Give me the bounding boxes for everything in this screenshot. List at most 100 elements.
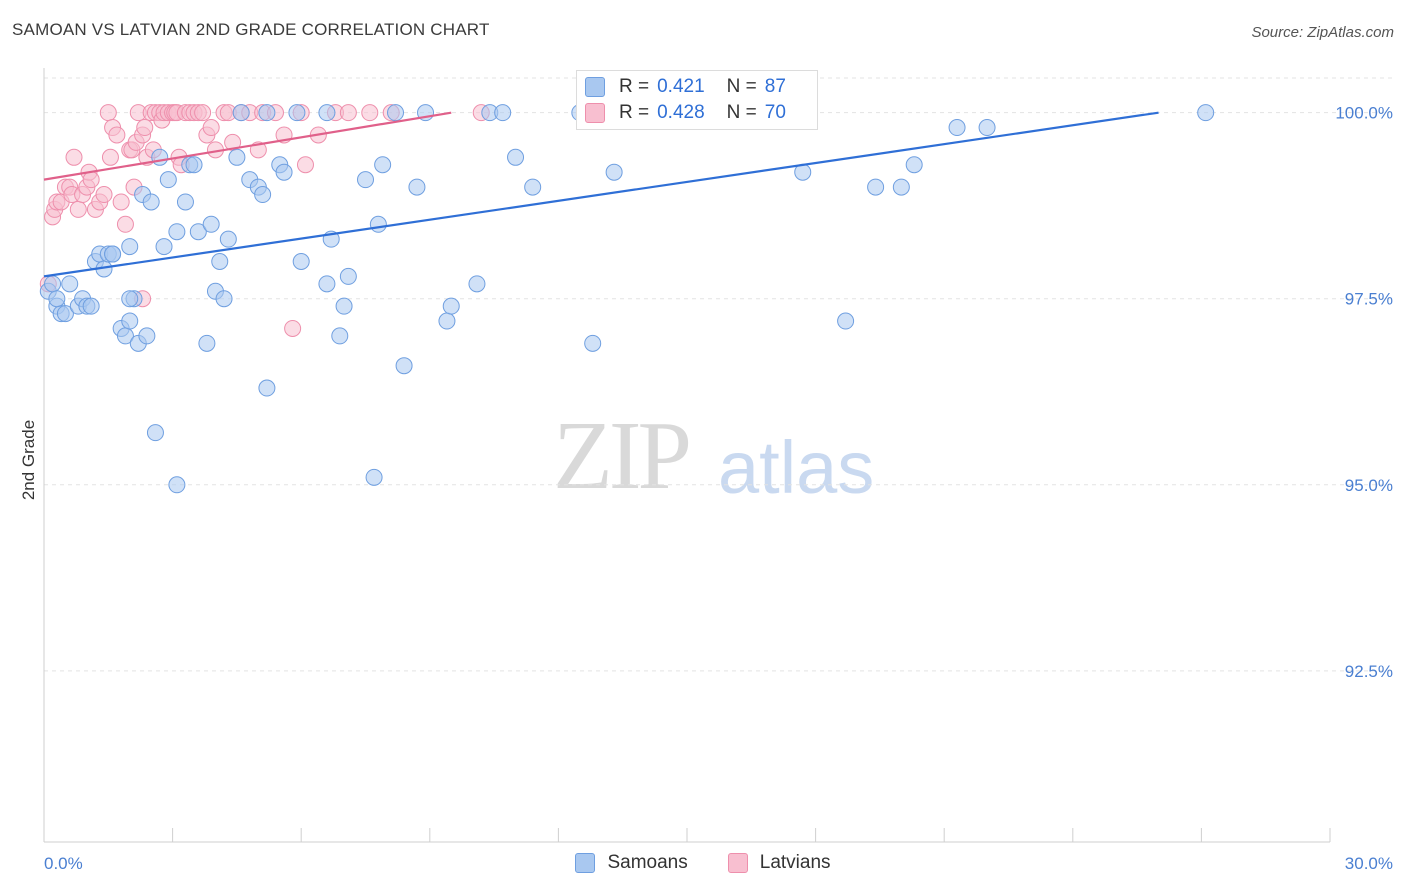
samoans-swatch xyxy=(585,77,605,97)
samoans-point xyxy=(82,297,100,315)
samoans-point xyxy=(56,305,74,323)
y-tick-label: 95.0% xyxy=(1345,476,1393,495)
samoans-trend-line xyxy=(43,111,1159,278)
n-label: N = xyxy=(726,76,757,97)
samoans-point xyxy=(408,178,426,196)
watermark-zip: ZIP xyxy=(553,402,692,510)
samoans-point xyxy=(48,290,66,308)
samoans-point xyxy=(44,275,62,293)
samoans-point xyxy=(159,171,177,189)
samoans-point xyxy=(867,178,885,196)
samoans-point xyxy=(335,297,353,315)
samoans-point xyxy=(189,223,207,241)
latvians-r-value: 0.428 xyxy=(657,102,705,123)
legend-row-samoans: R = 0.421 N = 87 xyxy=(585,74,786,100)
source-label: Source: ZipAtlas.com xyxy=(1251,24,1394,41)
samoans-point xyxy=(185,156,203,174)
samoans-point xyxy=(524,178,542,196)
samoans-point xyxy=(151,148,169,166)
samoans-legend-swatch xyxy=(575,853,596,873)
samoans-point xyxy=(121,238,139,256)
samoans-point xyxy=(339,267,357,285)
samoans-point xyxy=(357,171,374,189)
latvians-legend-label: Latvians xyxy=(759,852,831,873)
axes xyxy=(43,68,1331,843)
gridlines xyxy=(44,77,1392,672)
samoans-point xyxy=(948,119,966,137)
samoans-point xyxy=(254,186,272,204)
samoans-points xyxy=(39,104,1215,494)
samoans-point xyxy=(318,104,336,122)
samoans-point xyxy=(211,253,229,270)
y-tick-labels: 92.5% 95.0% 97.5% 100.0% xyxy=(1335,104,1393,681)
y-tick-label: 100.0% xyxy=(1335,104,1393,123)
latvians-point xyxy=(296,156,314,174)
samoans-point xyxy=(507,148,525,166)
samoans-point xyxy=(292,253,310,270)
latvians-point xyxy=(82,171,100,189)
samoans-legend-label: Samoans xyxy=(607,852,688,873)
samoans-point xyxy=(168,476,186,494)
legend-item-latvians[interactable]: Latvians xyxy=(727,852,831,874)
x-tick-labels: 0.0% 30.0% xyxy=(44,854,1393,873)
samoans-point xyxy=(365,468,383,486)
samoans-point xyxy=(331,327,349,345)
legend-row-latvians: R = 0.428 N = 70 xyxy=(585,100,786,126)
chart-title: SAMOAN VS LATVIAN 2ND GRADE CORRELATION … xyxy=(12,20,490,39)
samoans-point xyxy=(288,104,306,122)
x-tick-label-max: 30.0% xyxy=(1345,854,1393,873)
latvians-point xyxy=(69,200,87,218)
latvians-swatch xyxy=(585,103,605,123)
samoans-point xyxy=(215,290,233,308)
correlation-legend: R = 0.421 N = 87 R = 0.428 N = 70 xyxy=(576,70,818,130)
samoans-point xyxy=(142,193,160,211)
latvians-trend-line xyxy=(43,111,452,181)
samoans-r-value: 0.421 xyxy=(657,76,705,97)
samoans-point xyxy=(258,379,276,397)
samoans-point xyxy=(121,290,139,308)
latvians-point xyxy=(112,193,130,211)
samoans-point xyxy=(837,312,855,330)
legend-item-samoans[interactable]: Samoans xyxy=(575,852,688,874)
samoans-point xyxy=(584,334,602,352)
latvians-point xyxy=(194,104,212,122)
latvians-point xyxy=(65,148,83,166)
y-tick-label: 92.5% xyxy=(1345,662,1393,681)
trend-lines xyxy=(43,111,1159,278)
latvians-point xyxy=(136,119,154,137)
samoans-point xyxy=(219,230,237,248)
x-tick-label-min: 0.0% xyxy=(44,854,83,873)
samoans-point xyxy=(232,104,250,122)
samoans-point xyxy=(395,357,413,375)
samoans-n-value: 87 xyxy=(764,76,786,97)
latvians-point xyxy=(202,119,220,137)
samoans-point xyxy=(387,104,405,122)
latvians-point xyxy=(284,319,302,337)
latvians-point xyxy=(116,215,134,233)
samoans-point xyxy=(468,275,486,293)
samoans-point xyxy=(61,275,79,293)
samoans-point xyxy=(155,238,173,256)
samoans-point xyxy=(228,148,246,166)
samoans-point xyxy=(202,215,220,233)
latvians-legend-swatch xyxy=(727,853,748,873)
samoans-point xyxy=(892,178,910,196)
samoans-point xyxy=(318,275,336,293)
samoans-point xyxy=(605,163,623,181)
latvians-point xyxy=(99,104,117,122)
latvians-point xyxy=(108,126,126,144)
latvians-n-value: 70 xyxy=(764,102,786,123)
samoans-point xyxy=(104,245,122,263)
samoans-point xyxy=(369,215,387,233)
latvians-point xyxy=(339,104,357,122)
samoans-point xyxy=(198,334,216,352)
latvians-point xyxy=(361,104,379,122)
samoans-point xyxy=(905,156,923,174)
n-label: N = xyxy=(726,102,757,123)
samoans-point xyxy=(374,156,392,174)
watermark-atlas: atlas xyxy=(718,426,875,509)
samoans-point xyxy=(1197,104,1215,122)
samoans-point xyxy=(168,223,186,241)
samoans-point xyxy=(176,193,194,211)
